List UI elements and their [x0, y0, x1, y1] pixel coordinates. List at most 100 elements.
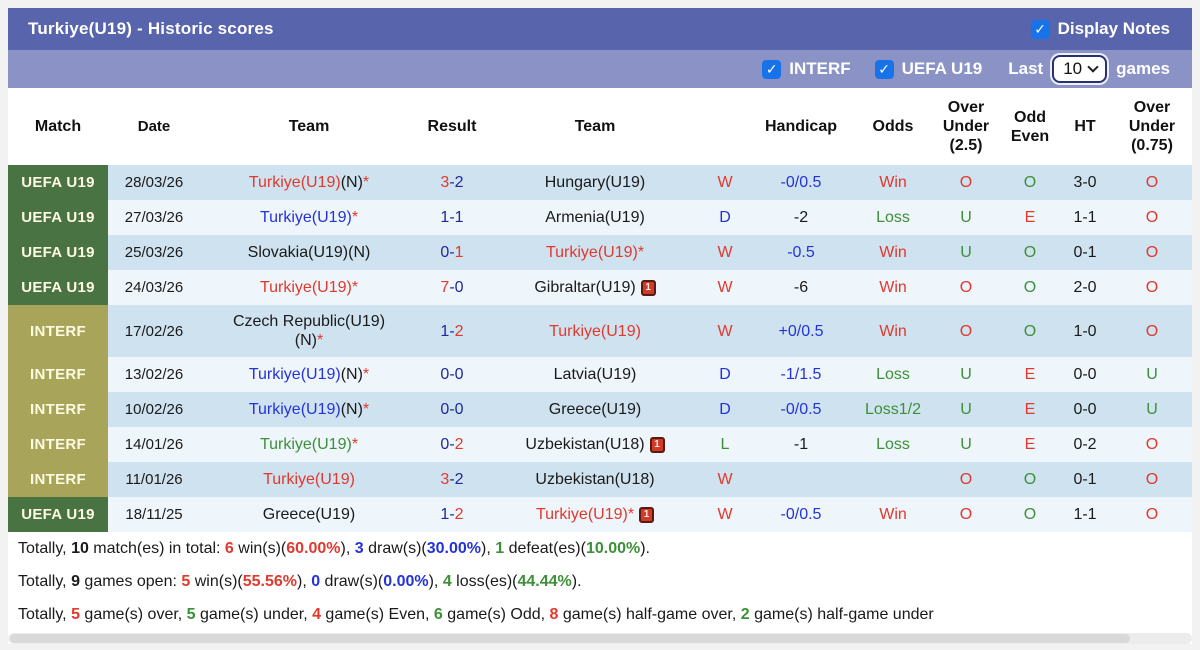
text-segment: 10 [71, 540, 89, 557]
competition-label: INTERF [30, 401, 86, 418]
odd-even-cell: O [1023, 279, 1037, 296]
over-under-25-cell: O [959, 174, 973, 191]
text-segment: Totally, [18, 573, 72, 590]
table-row: INTERF 11/01/26 Turkiye(U19) 3-2 Uzbekistan(… [8, 462, 1192, 497]
checkmark-icon: ✓ [878, 61, 890, 77]
odd-even-cell: E [1024, 366, 1036, 383]
odd-even-cell: O [1023, 471, 1037, 488]
match-competition-badge: INTERF [8, 357, 108, 392]
filter-toggle-uefa-u19[interactable]: ✓ UEFA U19 [874, 59, 982, 79]
page-title: Turkiye(U19) - Historic scores [28, 19, 274, 38]
display-notes-checkbox[interactable]: ✓ [1030, 19, 1050, 39]
over-under-25-cell: O [959, 471, 973, 488]
ht-score-cell: 1-0 [1073, 322, 1097, 340]
over-under-25-cell: U [960, 244, 972, 261]
text-segment: 0 [440, 436, 450, 453]
match-date: 17/02/26 [124, 322, 184, 340]
text-segment: 30.00% [426, 540, 482, 557]
away-team: Turkiye(U19) [486, 305, 704, 357]
over-under-075-cell: O [1145, 209, 1159, 226]
text-segment: Turkiye(U19) [248, 174, 341, 191]
match-competition-badge: INTERF [8, 392, 108, 427]
column-header-ou25: Over Under (2.5) [942, 99, 990, 154]
home-team: Turkiye(U19)(N)* [200, 165, 418, 200]
text-segment: (N) [340, 174, 363, 191]
away-team: Turkiye(U19)* [486, 235, 704, 270]
column-header-wdl [704, 88, 746, 165]
text-segment: Turkiye(U19) [259, 209, 352, 226]
text-segment: ). [640, 540, 650, 557]
text-segment: ), [340, 540, 355, 557]
match-date: 25/03/26 [124, 244, 184, 261]
match-competition-badge: INTERF [8, 427, 108, 462]
filter-toggle-interf[interactable]: ✓ INTERF [762, 59, 851, 79]
text-segment: Turkiye(U19) [263, 471, 355, 488]
home-team: Turkiye(U19)* [200, 427, 418, 462]
table-row: UEFA U19 18/11/25 Greece(U19) 1-2 Turkiye(U1… [8, 497, 1192, 532]
match-competition-badge: UEFA U19 [8, 235, 108, 270]
odd-even-cell: O [1023, 174, 1037, 191]
wdl-cell: W [717, 279, 733, 296]
horizontal-scrollbar[interactable] [8, 633, 1192, 644]
handicap-cell: -0/0.5 [780, 174, 822, 191]
odd-even-cell: E [1024, 401, 1036, 418]
away-team: Greece(U19) [486, 392, 704, 427]
handicap-cell: -0/0.5 [780, 401, 822, 418]
over-under-075-cell: O [1145, 244, 1159, 261]
home-team: Slovakia(U19)(N) [200, 235, 418, 270]
filter-checkbox[interactable]: ✓ [762, 59, 782, 79]
home-team: Turkiye(U19)(N)* [200, 392, 418, 427]
match-result: 3-2 [418, 165, 486, 200]
text-segment: 1 [440, 506, 450, 523]
competition-filters: ✓ INTERF ✓ UEFA U19 [738, 59, 982, 79]
last-label: Last [1008, 59, 1044, 78]
text-segment: 6 [433, 606, 443, 623]
games-count-select[interactable]: 10 [1052, 55, 1108, 83]
match-date: 28/03/26 [124, 174, 184, 191]
display-notes-toggle[interactable]: ✓ Display Notes [1030, 19, 1170, 39]
text-segment: 55.56% [242, 573, 297, 590]
wdl-cell: L [720, 436, 730, 453]
over-under-075-cell: O [1145, 322, 1159, 340]
text-segment: 0 [454, 279, 464, 296]
odds-cell: Win [879, 244, 907, 261]
home-team: Czech Republic(U19) (N)* [200, 305, 418, 357]
filter-checkbox[interactable]: ✓ [874, 59, 894, 79]
over-under-25-cell: O [959, 279, 973, 296]
text-segment: 1 [454, 209, 464, 226]
text-segment: game(s) Even, [320, 606, 434, 623]
text-segment: - [449, 322, 455, 340]
over-under-25-cell: O [959, 506, 973, 523]
match-table-body: UEFA U19 28/03/26 Turkiye(U19)(N)* 3-2 Hunga… [8, 165, 1192, 532]
wdl-cell: W [717, 506, 733, 523]
text-segment: 2 [454, 322, 464, 340]
column-header-odds: Odds [872, 118, 914, 135]
match-competition-badge: UEFA U19 [8, 497, 108, 532]
text-segment: 0 [440, 401, 450, 418]
handicap-cell: +0/0.5 [778, 322, 824, 340]
wdl-cell: W [717, 244, 733, 261]
table-row: INTERF 13/02/26 Turkiye(U19)(N)* 0-0 Latvia(… [8, 357, 1192, 392]
text-segment: Uzbekistan(U18) [525, 436, 645, 453]
text-segment: Turkiye(U19) [248, 366, 341, 383]
competition-label: UEFA U19 [21, 209, 95, 226]
away-team: Gibraltar(U19) 1 [486, 270, 704, 305]
scrollbar-thumb[interactable] [10, 634, 1130, 643]
text-segment: * [362, 174, 370, 191]
summary-line: Totally, 10 match(es) in total: 6 win(s)… [18, 532, 1192, 565]
text-segment: win(s)( [233, 540, 287, 557]
text-segment: Turkiye(U19) [549, 322, 641, 340]
text-segment: - [449, 279, 455, 296]
filter-label: INTERF [789, 59, 851, 78]
text-segment: Hungary(U19) [544, 174, 646, 191]
competition-label: UEFA U19 [21, 506, 95, 523]
text-segment: game(s) half-game over, [558, 606, 741, 623]
text-segment: match(es) in total: [88, 540, 225, 557]
over-under-25-cell: U [960, 366, 972, 383]
text-segment: game(s) Odd, [442, 606, 550, 623]
wdl-cell: D [719, 401, 731, 418]
ht-score-cell: 0-0 [1073, 366, 1097, 383]
text-segment: 1 [440, 322, 450, 340]
display-notes-label: Display Notes [1057, 19, 1170, 38]
text-segment: - [449, 366, 455, 383]
